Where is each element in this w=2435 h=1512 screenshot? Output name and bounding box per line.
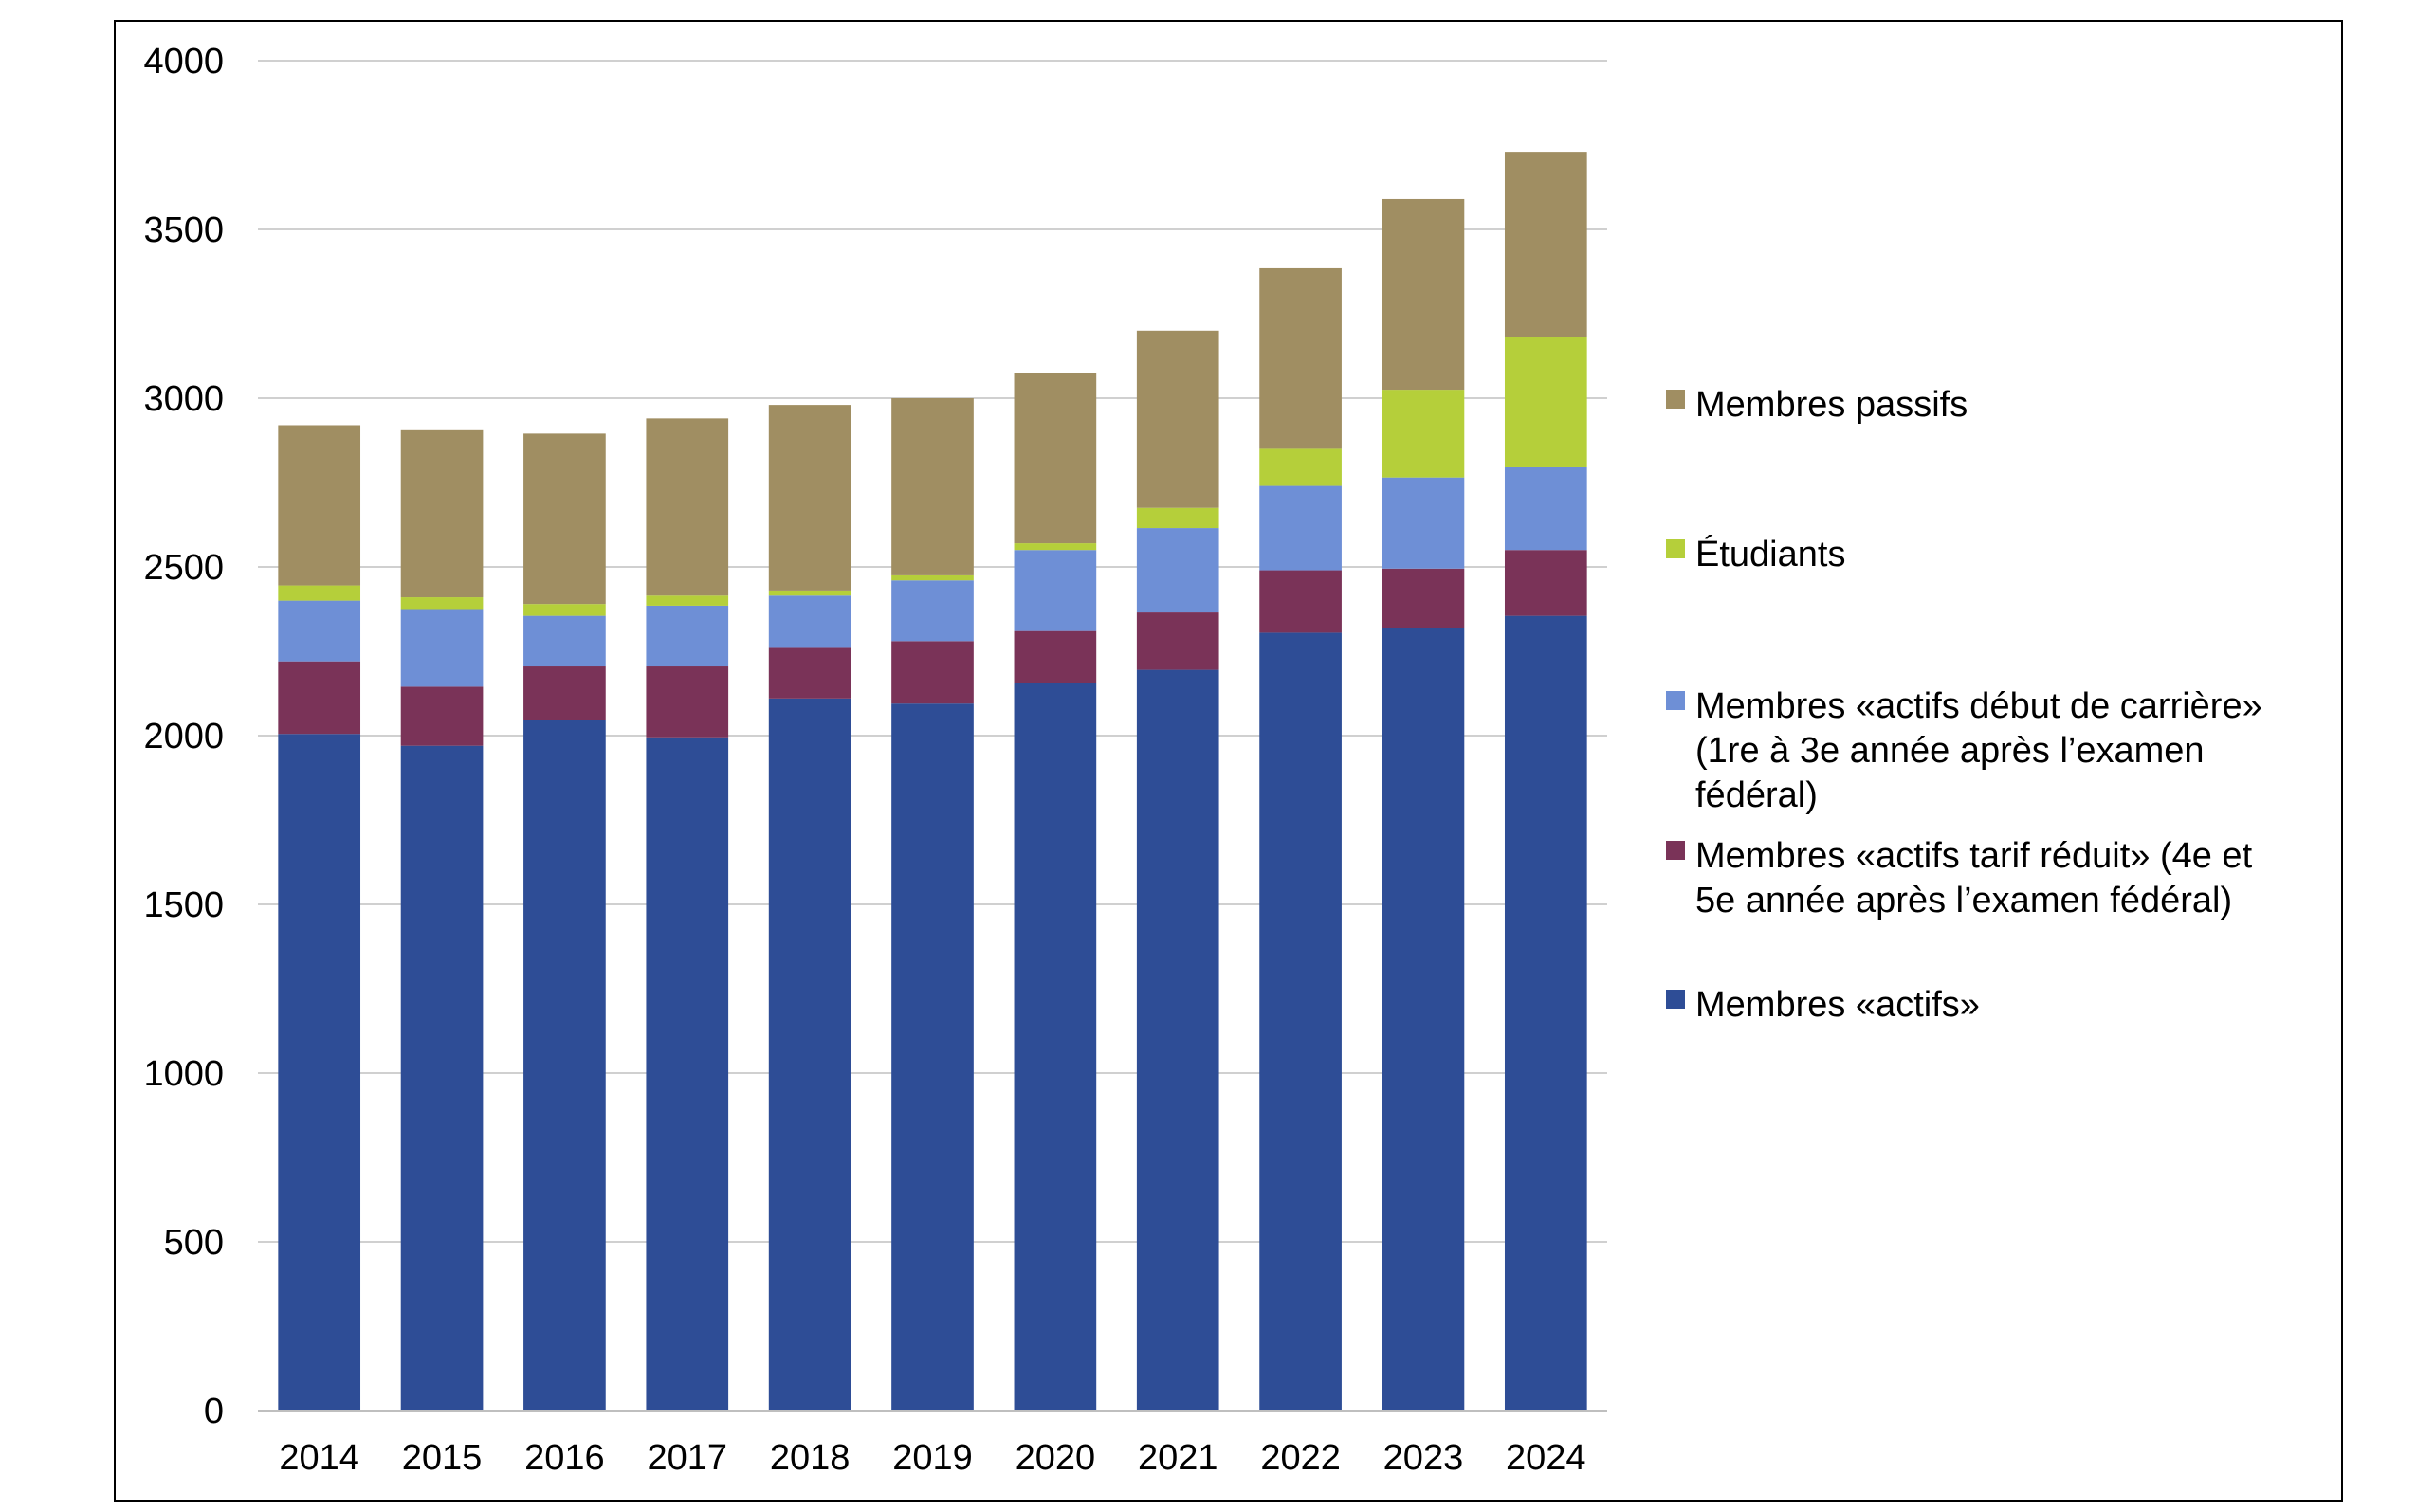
- bar-segment: [1259, 485, 1342, 571]
- bar-segment: [1382, 568, 1465, 628]
- bar-segment: [523, 604, 606, 616]
- bar-segment: [1382, 198, 1465, 391]
- bar-segment: [523, 433, 606, 605]
- y-tick-label: 3000: [143, 379, 224, 419]
- bar-segment: [891, 574, 974, 581]
- legend-label: Membres «actifs début de carrière»: [1695, 686, 2262, 726]
- y-tick-label: 500: [164, 1223, 224, 1263]
- legend-label: Membres «actifs»: [1695, 985, 1980, 1025]
- bar-segment: [1504, 615, 1587, 1411]
- bar-segment: [400, 429, 484, 598]
- bar-segment: [1259, 448, 1342, 486]
- bar-segment: [1014, 630, 1097, 683]
- bar-segment: [523, 720, 606, 1411]
- y-tick-label: 0: [204, 1392, 224, 1431]
- bars: [278, 152, 1587, 1411]
- bar-segment: [400, 745, 484, 1411]
- x-tick-label: 2021: [1138, 1438, 1218, 1478]
- bar-segment: [768, 698, 851, 1411]
- y-tick-label: 1500: [143, 885, 224, 925]
- chart-frame: [114, 20, 2343, 1502]
- legend-swatch: [1666, 990, 1685, 1009]
- bar-segment: [1382, 390, 1465, 478]
- bar-segment: [891, 398, 974, 575]
- bar-segment: [891, 641, 974, 704]
- bar-segment: [278, 661, 361, 735]
- bar-segment: [646, 737, 729, 1411]
- bar-segment: [768, 590, 851, 596]
- bar-segment: [1504, 550, 1587, 616]
- legend-swatch: [1666, 691, 1685, 710]
- legend-label: Membres passifs: [1695, 385, 1968, 425]
- x-tick-label: 2019: [892, 1438, 973, 1478]
- legend-label: 5e année après l’examen fédéral): [1695, 881, 2232, 920]
- x-tick-label: 2024: [1506, 1438, 1586, 1478]
- bar-segment: [646, 418, 729, 596]
- bar-segment: [1382, 628, 1465, 1411]
- x-tick-label: 2020: [1016, 1438, 1096, 1478]
- legend-label: Étudiants: [1695, 534, 1845, 574]
- x-tick-label: 2016: [524, 1438, 605, 1478]
- bar-segment: [1259, 570, 1342, 633]
- bar-segment: [1136, 330, 1219, 508]
- bar-segment: [1136, 612, 1219, 670]
- bar-segment: [278, 734, 361, 1411]
- bar-segment: [768, 405, 851, 591]
- bar-segment: [1504, 466, 1587, 551]
- y-tick-label: 2500: [143, 548, 224, 588]
- bar-segment: [1014, 373, 1097, 544]
- bar-segment: [278, 585, 361, 601]
- y-tick-label: 4000: [143, 42, 224, 82]
- bar-segment: [523, 615, 606, 667]
- bar-segment: [891, 580, 974, 642]
- legend-label: Membres «actifs tarif réduit» (4e et: [1695, 836, 2253, 876]
- bar-segment: [1136, 669, 1219, 1411]
- bar-segment: [523, 666, 606, 720]
- x-tick-label: 2017: [647, 1438, 727, 1478]
- legend: Membres passifs Étudiants Membres «actifs …: [1666, 385, 2262, 1025]
- legend-label: (1re à 3e année après l’examen: [1695, 731, 2205, 771]
- x-tick-label: 2014: [279, 1438, 359, 1478]
- bar-segment: [1382, 477, 1465, 569]
- bar-segment: [400, 597, 484, 610]
- bar-segment: [1504, 337, 1587, 467]
- bar-segment: [1014, 683, 1097, 1411]
- legend-swatch: [1666, 539, 1685, 558]
- bar-segment: [1014, 550, 1097, 631]
- bar-segment: [278, 600, 361, 662]
- legend-swatch: [1666, 841, 1685, 860]
- x-tick-label: 2022: [1260, 1438, 1341, 1478]
- bar-segment: [1136, 528, 1219, 613]
- bar-segment: [1014, 543, 1097, 551]
- y-tick-label: 1000: [143, 1054, 224, 1094]
- x-tick-label: 2018: [770, 1438, 851, 1478]
- legend-swatch: [1666, 390, 1685, 409]
- bar-segment: [768, 595, 851, 648]
- x-tick-label: 2015: [402, 1438, 483, 1478]
- x-tick-label: 2023: [1383, 1438, 1464, 1478]
- bar-segment: [646, 666, 729, 738]
- bar-segment: [891, 703, 974, 1411]
- y-tick-label: 2000: [143, 717, 224, 756]
- bar-segment: [1136, 507, 1219, 529]
- axes: 0 500 1000 1500 2000 2500 3000 3500 4000 2014 2015…: [143, 42, 1607, 1478]
- bar-segment: [1259, 632, 1342, 1411]
- bar-segment: [1504, 152, 1587, 337]
- bar-segment: [1259, 267, 1342, 449]
- bar-segment: [646, 605, 729, 667]
- bar-segment: [646, 595, 729, 606]
- legend-label: fédéral): [1695, 775, 1818, 815]
- bar-segment: [400, 686, 484, 746]
- bar-segment: [768, 647, 851, 699]
- bar-segment: [278, 425, 361, 586]
- bar-segment: [400, 609, 484, 687]
- y-tick-label: 3500: [143, 210, 224, 250]
